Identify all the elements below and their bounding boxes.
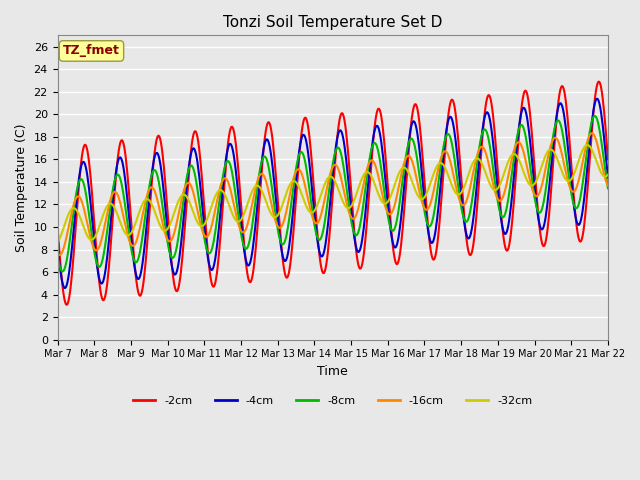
-32cm xyxy=(584,142,591,148)
-2cm xyxy=(417,129,424,134)
Line: -2cm: -2cm xyxy=(58,82,608,305)
-32cm xyxy=(205,211,213,216)
-16cm xyxy=(56,252,63,258)
-8cm xyxy=(206,251,214,256)
-16cm xyxy=(588,130,596,136)
-32cm xyxy=(176,195,184,201)
-16cm xyxy=(206,229,214,235)
-8cm xyxy=(417,180,424,185)
-16cm xyxy=(401,160,408,166)
Legend: -2cm, -4cm, -8cm, -16cm, -32cm: -2cm, -4cm, -8cm, -16cm, -32cm xyxy=(129,391,537,410)
-2cm xyxy=(401,205,408,211)
-2cm xyxy=(54,224,61,230)
-4cm xyxy=(65,275,72,281)
-4cm xyxy=(54,242,61,248)
-8cm xyxy=(54,253,61,259)
-16cm xyxy=(65,226,72,231)
-4cm xyxy=(401,182,408,188)
-32cm xyxy=(400,165,408,170)
-4cm xyxy=(177,243,184,249)
-2cm xyxy=(121,148,129,154)
-4cm xyxy=(121,174,129,180)
-2cm xyxy=(65,299,72,305)
-4cm xyxy=(61,285,69,291)
-16cm xyxy=(417,193,424,199)
-4cm xyxy=(604,175,612,180)
-2cm xyxy=(63,302,70,308)
-2cm xyxy=(604,156,612,162)
-2cm xyxy=(177,270,184,276)
-32cm xyxy=(120,228,128,234)
Text: TZ_fmet: TZ_fmet xyxy=(63,45,120,58)
-8cm xyxy=(591,113,599,119)
-8cm xyxy=(177,217,184,223)
-32cm xyxy=(63,214,71,220)
-8cm xyxy=(59,268,67,274)
-32cm xyxy=(416,195,424,201)
Y-axis label: Soil Temperature (C): Soil Temperature (C) xyxy=(15,123,28,252)
-8cm xyxy=(65,249,72,254)
-2cm xyxy=(206,270,214,276)
-4cm xyxy=(593,96,601,102)
Line: -32cm: -32cm xyxy=(58,145,608,242)
-32cm xyxy=(54,240,61,245)
-16cm xyxy=(604,183,612,189)
-4cm xyxy=(206,264,214,270)
Title: Tonzi Soil Temperature Set D: Tonzi Soil Temperature Set D xyxy=(223,15,442,30)
-16cm xyxy=(177,200,184,206)
-32cm xyxy=(604,172,612,178)
-2cm xyxy=(595,79,603,84)
-16cm xyxy=(54,251,61,256)
-8cm xyxy=(401,164,408,170)
X-axis label: Time: Time xyxy=(317,365,348,378)
-8cm xyxy=(121,201,129,207)
Line: -16cm: -16cm xyxy=(58,133,608,255)
Line: -4cm: -4cm xyxy=(58,99,608,288)
-4cm xyxy=(417,156,424,161)
-8cm xyxy=(604,186,612,192)
-16cm xyxy=(121,221,129,227)
Line: -8cm: -8cm xyxy=(58,116,608,271)
